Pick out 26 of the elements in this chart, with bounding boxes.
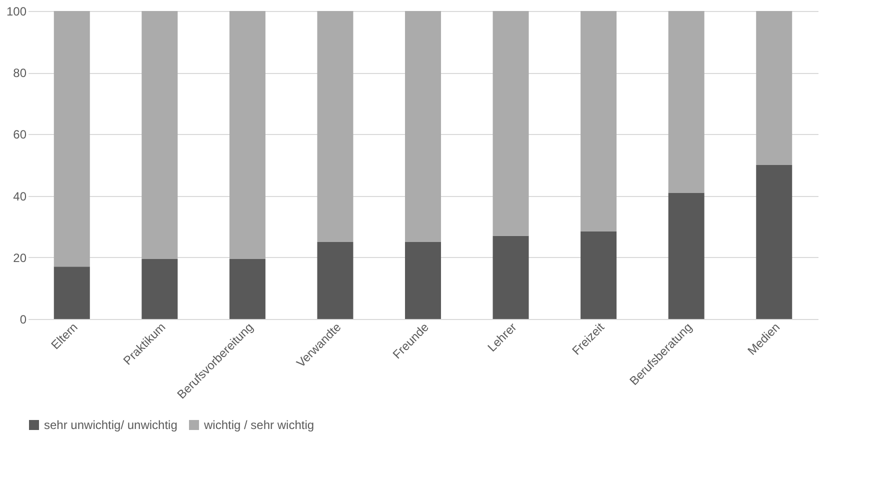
bar (54, 266, 90, 319)
bar (317, 11, 354, 242)
y-tick-label: 0 (20, 312, 27, 326)
bar (54, 11, 90, 267)
bar (580, 231, 617, 319)
bar (580, 11, 617, 232)
bar (492, 11, 529, 236)
y-tick-label: 20 (13, 250, 27, 265)
bar (317, 242, 354, 319)
bar (142, 11, 178, 259)
y-tick-label: 80 (13, 66, 27, 80)
bar (405, 11, 441, 242)
bar (229, 258, 266, 319)
legend-label: wichtig / sehr wichtig (203, 418, 314, 432)
bar (492, 236, 529, 319)
bar (229, 11, 266, 259)
legend-label: sehr unwichtig/ unwichtig (44, 418, 178, 432)
y-tick-label: 40 (13, 189, 27, 204)
bar (142, 258, 178, 319)
bar (668, 11, 704, 193)
bar (756, 11, 792, 165)
bar (668, 192, 704, 319)
bar (756, 165, 792, 319)
y-tick-label: 60 (13, 128, 27, 142)
bar (405, 242, 441, 319)
y-tick-label: 100 (6, 4, 27, 18)
